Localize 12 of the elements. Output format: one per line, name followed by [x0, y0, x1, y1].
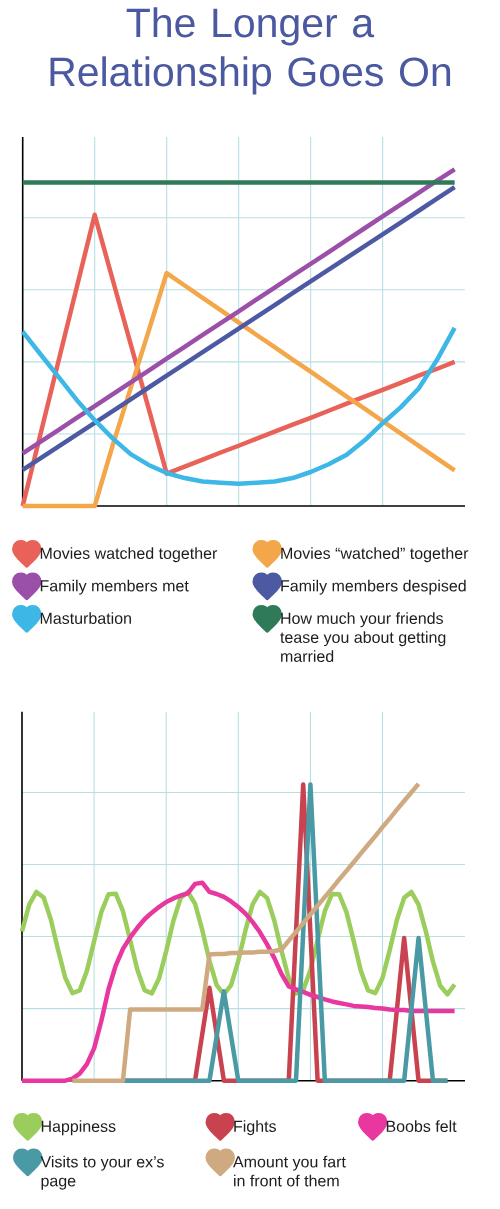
- legend-label: Family members despised: [281, 579, 466, 595]
- legend-label: Happiness: [41, 1120, 116, 1136]
- legend-label: How much your friends tease you about getting married: [280, 612, 446, 663]
- legend-label: Masturbation: [40, 612, 131, 625]
- legend-label: Movies watched together: [40, 547, 218, 563]
- legend-label: Fights: [234, 1120, 276, 1136]
- legend-label: Boobs felt: [386, 1120, 457, 1132]
- legend-label: Movies “watched” together: [281, 547, 469, 563]
- legend-label: Family members met: [40, 579, 189, 595]
- legend-label: Amount you fart in front of them: [233, 1155, 346, 1187]
- chart-title: The Longer a Relationship Goes On: [50, 7, 451, 95]
- legend-label: Visits to your ex’s page: [40, 1155, 164, 1190]
